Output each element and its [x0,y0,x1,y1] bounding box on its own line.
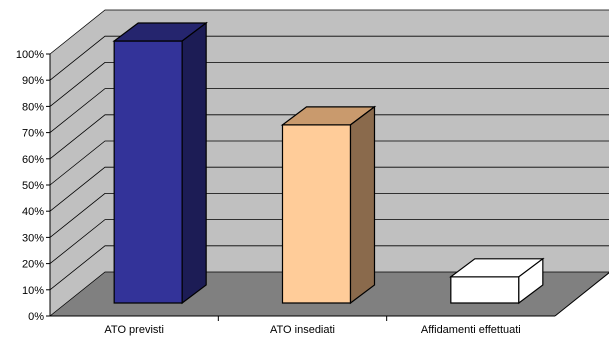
y-tick-label: 20% [22,259,44,271]
bars [112,21,545,305]
gridline [49,9,609,55]
bar [280,105,377,305]
y-tick-label: 50% [22,180,44,192]
bar-side [181,21,207,305]
y-tick-label: 0% [28,311,44,323]
y-tick-label: 70% [22,128,44,140]
gridline [49,62,609,107]
x-tick-label: ATO previsti [104,324,164,336]
bar-front [281,124,352,304]
gridline [49,219,609,264]
gridline [49,114,609,160]
y-axis-ticks: 0% 10% 20% 30% 40% 50% 60% 70% 80% 90% 100% [16,49,50,323]
y-tick-label: 90% [22,75,44,87]
floor-edge [554,272,609,317]
y-tick-label: 30% [22,232,44,244]
gridline [49,245,609,291]
bar [112,21,208,305]
gridline [49,35,609,81]
x-tick-label: Affidamenti effettuati [421,324,521,336]
bar [449,257,545,305]
gridline [49,88,609,133]
gridline [49,140,609,186]
bar-front [113,40,183,304]
bar-front [450,276,520,304]
gridlines [49,9,609,317]
gridline [49,166,609,212]
bar-side [349,105,376,305]
x-axis-labels: ATO previsti ATO insediati Affidamenti eff… [104,324,520,336]
x-tick-label: ATO insediati [270,324,335,336]
y-tick-label: 10% [22,285,44,297]
gridline [49,271,609,317]
y-tick-label: 60% [22,154,44,166]
y-tick-label: 40% [22,206,44,218]
y-tick-label: 100% [16,49,44,61]
bar-side [518,257,544,305]
gridline [49,192,609,238]
y-tick-label: 80% [22,101,44,113]
